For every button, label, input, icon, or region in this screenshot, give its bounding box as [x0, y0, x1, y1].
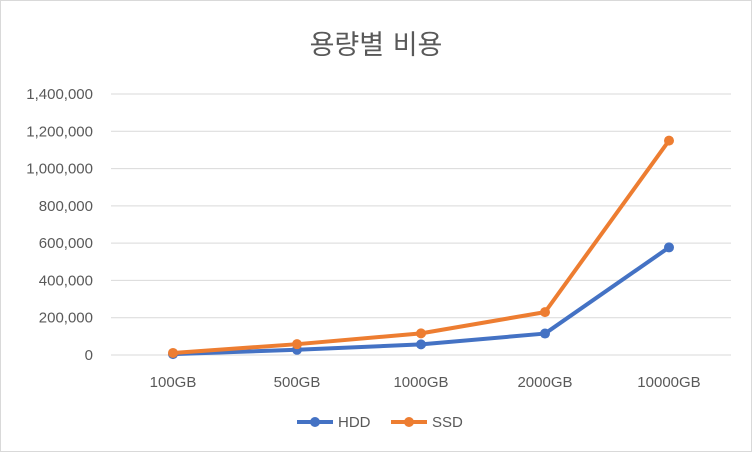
legend-swatch-marker: [404, 417, 414, 427]
y-tick-label: 800,000: [39, 198, 93, 215]
x-tick-label: 10000GB: [637, 374, 700, 391]
y-tick-label: 1,200,000: [26, 123, 93, 140]
legend-label: SSD: [432, 414, 463, 431]
data-point: [416, 339, 426, 350]
legend-swatch-marker: [310, 417, 320, 427]
data-point: [664, 135, 674, 146]
x-tick-label: 2000GB: [517, 374, 572, 391]
y-tick-label: 600,000: [39, 235, 93, 252]
data-point: [540, 307, 550, 318]
y-tick-label: 200,000: [39, 310, 93, 327]
legend-item-ssd: SSD: [391, 414, 463, 431]
series-ssd: [168, 135, 674, 358]
x-tick-label: 500GB: [274, 374, 321, 391]
data-point: [664, 242, 674, 253]
legend: HDD SSD: [297, 414, 463, 431]
x-tick-label: 1000GB: [393, 374, 448, 391]
y-tick-label: 0: [85, 347, 93, 364]
y-tick-label: 1,000,000: [26, 161, 93, 178]
data-point: [416, 328, 426, 339]
legend-item-hdd: HDD: [297, 414, 371, 431]
y-axis-ticks: 0 200,000 400,000 600,000 800,000 1,000,000 1,…: [26, 86, 93, 364]
x-tick-label: 100GB: [150, 374, 197, 391]
data-point: [292, 339, 302, 350]
series-layer: [168, 135, 674, 360]
y-tick-label: 1,400,000: [26, 86, 93, 103]
y-tick-label: 400,000: [39, 272, 93, 289]
data-point: [540, 328, 550, 339]
chart-title: 용량별 비용: [310, 30, 443, 61]
x-axis-ticks: 100GB 500GB 1000GB 2000GB 10000GB: [150, 374, 701, 391]
data-point: [168, 347, 178, 358]
gridlines: [111, 93, 731, 356]
legend-label: HDD: [338, 414, 371, 431]
series-line: [171, 138, 671, 355]
series-hdd: [168, 242, 674, 360]
